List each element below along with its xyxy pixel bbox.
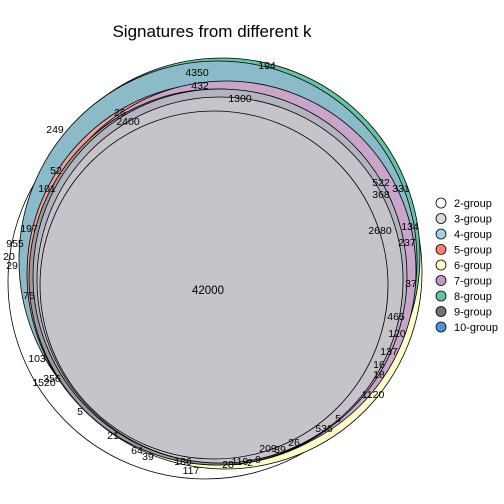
legend-label: 9-group xyxy=(454,307,492,319)
legend: 2-group 3-group 4-group 5-group 6-group 7-gro… xyxy=(435,197,498,334)
region-label: 2 xyxy=(247,457,253,469)
legend-label: 6-group xyxy=(454,260,492,272)
region-label: 64 xyxy=(131,445,143,457)
region-label: 119 xyxy=(232,456,249,468)
region-label: 4350 xyxy=(185,67,209,79)
region-label: 101 xyxy=(38,183,56,195)
region-label: 134 xyxy=(401,221,419,233)
region-label: 9 xyxy=(255,454,261,466)
region-label: 26 xyxy=(288,437,300,449)
legend-label: 4-group xyxy=(454,229,492,241)
region-label: 28 xyxy=(222,459,234,471)
region-label: 37 xyxy=(405,278,417,290)
region-label: 21 xyxy=(107,430,119,442)
legend-marker xyxy=(435,321,447,333)
region-label: 20 xyxy=(3,251,15,263)
region-label: 186 xyxy=(174,456,192,468)
legend-marker xyxy=(435,244,447,255)
region-label: 194 xyxy=(258,60,276,72)
region-label: 197 xyxy=(20,223,38,235)
region-label: 2400 xyxy=(116,116,140,128)
circle-inner xyxy=(39,110,389,460)
region-label: 2680 xyxy=(368,225,392,237)
legend-label: 10-group xyxy=(454,322,498,334)
region-label: 26 xyxy=(114,107,126,119)
chart-title: Signatures from different k xyxy=(112,22,312,41)
region-label: 432 xyxy=(191,80,209,92)
region-label: 1120 xyxy=(362,389,385,401)
region-label: 955 xyxy=(6,238,24,250)
circle-3-group xyxy=(36,96,404,464)
region-label: 465 xyxy=(387,311,405,323)
region-labels: 42000 4350194432130026240024952101197955… xyxy=(3,60,419,477)
region-label: 5 xyxy=(77,406,83,418)
legend-marker xyxy=(435,275,447,286)
region-label: 16 xyxy=(373,359,385,371)
legend-marker xyxy=(435,259,447,271)
region-label: 249 xyxy=(46,124,64,136)
set-circles xyxy=(7,57,423,480)
region-label: 103 xyxy=(28,353,46,365)
region-label: 536 xyxy=(315,423,333,435)
region-label: 237 xyxy=(398,237,416,249)
legend-label: 5-group xyxy=(454,245,492,257)
region-label: 29 xyxy=(6,260,18,272)
region-label: 356 xyxy=(43,373,61,385)
legend-label: 7-group xyxy=(454,276,492,288)
region-label: 5 xyxy=(335,413,341,425)
region-label: 39 xyxy=(142,451,154,463)
legend-label: 8-group xyxy=(454,291,492,303)
region-label: 331 xyxy=(392,183,410,195)
region-label: 75 xyxy=(23,290,35,302)
legend-marker xyxy=(435,306,447,317)
region-label: 1300 xyxy=(228,93,252,105)
region-label: 522 xyxy=(372,177,390,189)
legend-label: 3-group xyxy=(454,214,492,226)
legend-marker xyxy=(435,228,447,240)
region-label: 209 xyxy=(259,443,277,455)
legend-marker xyxy=(435,213,447,224)
legend-label: 2-group xyxy=(454,198,492,210)
region-label: 18 xyxy=(373,369,385,381)
legend-marker xyxy=(435,197,447,209)
region-label: 39 xyxy=(274,444,286,456)
region-label: 120 xyxy=(388,328,406,340)
legend-marker xyxy=(435,290,447,302)
region-label: 1520 xyxy=(32,377,56,389)
region-label: 137 xyxy=(380,346,398,358)
region-label: 52 xyxy=(50,165,62,177)
center-value: 42000 xyxy=(192,285,224,297)
region-label: 368 xyxy=(372,189,390,201)
region-label: 117 xyxy=(183,465,200,477)
